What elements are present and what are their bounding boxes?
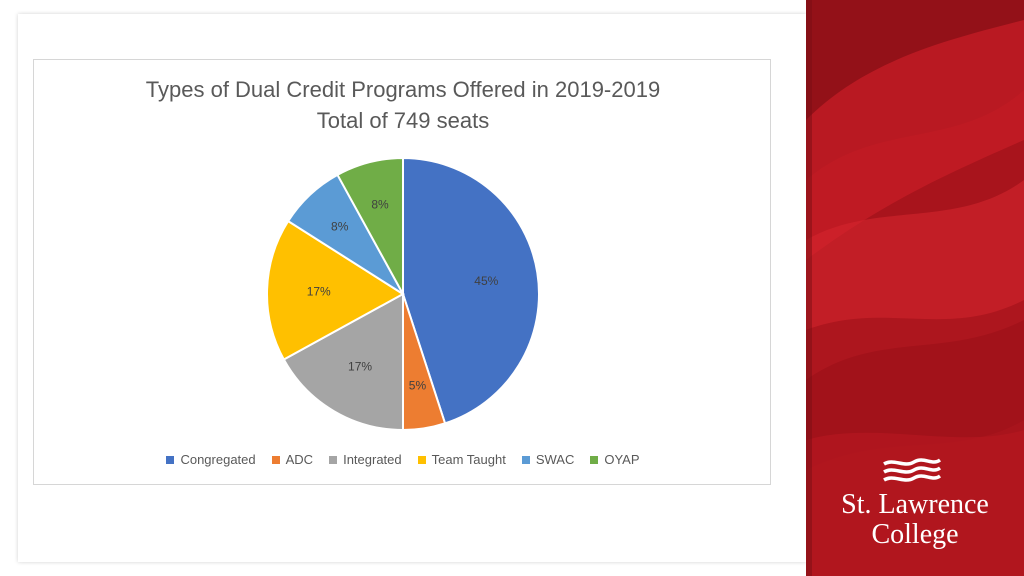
data-label-integrated: 17%	[348, 360, 372, 374]
legend-swatch	[417, 455, 426, 464]
legend-item-swac: SWAC	[521, 452, 575, 467]
pie-plot-area: 45% 5% 17% 17% 8% 8%	[266, 156, 540, 432]
legend-swatch	[521, 455, 530, 464]
data-label-congregated: 45%	[474, 274, 498, 288]
wave-logo-icon	[883, 458, 942, 482]
chart-title: Types of Dual Credit Programs Offered in…	[145, 77, 661, 102]
brand-panel	[806, 0, 1024, 576]
pie-slice-team-taught	[266, 219, 405, 361]
chart-legend: Congregated ADC Integrated Team Taught SWAC O…	[34, 452, 772, 467]
legend-item-integrated: Integrated	[329, 452, 402, 467]
legend-label: Team Taught	[431, 452, 506, 467]
legend-item-congregated: Congregated	[166, 452, 256, 467]
legend-label: ADC	[285, 452, 314, 467]
legend-item-team-taught: Team Taught	[417, 452, 506, 467]
pie-slice-oyap	[336, 156, 404, 295]
legend-swatch	[590, 455, 599, 464]
data-label-swac: 8%	[331, 220, 349, 234]
college-logo: St. Lawrence College	[830, 458, 1000, 558]
brand-panel-background	[806, 0, 1024, 576]
data-label-adc: 5%	[409, 378, 427, 392]
legend-swatch	[166, 455, 175, 464]
pie-slice-congregated	[402, 156, 540, 425]
data-label-team-taught: 17%	[307, 284, 331, 298]
logo-text-line1: St. Lawrence	[841, 489, 989, 520]
legend-item-oyap: OYAP	[590, 452, 640, 467]
legend-swatch	[271, 455, 280, 464]
legend-label: Integrated	[343, 452, 402, 467]
legend-label: Congregated	[180, 452, 256, 467]
legend-label: SWAC	[535, 452, 575, 467]
legend-label: OYAP	[604, 452, 640, 467]
chart-subtitle: Total of 749 seats	[316, 108, 490, 133]
legend-swatch	[329, 455, 338, 464]
legend-item-adc: ADC	[271, 452, 314, 467]
pie-slice-integrated	[282, 292, 404, 432]
logo-text-line2: College	[871, 519, 959, 550]
pie-chart: Types of Dual Credit Programs Offered in…	[33, 59, 771, 485]
data-label-oyap: 8%	[371, 197, 389, 211]
